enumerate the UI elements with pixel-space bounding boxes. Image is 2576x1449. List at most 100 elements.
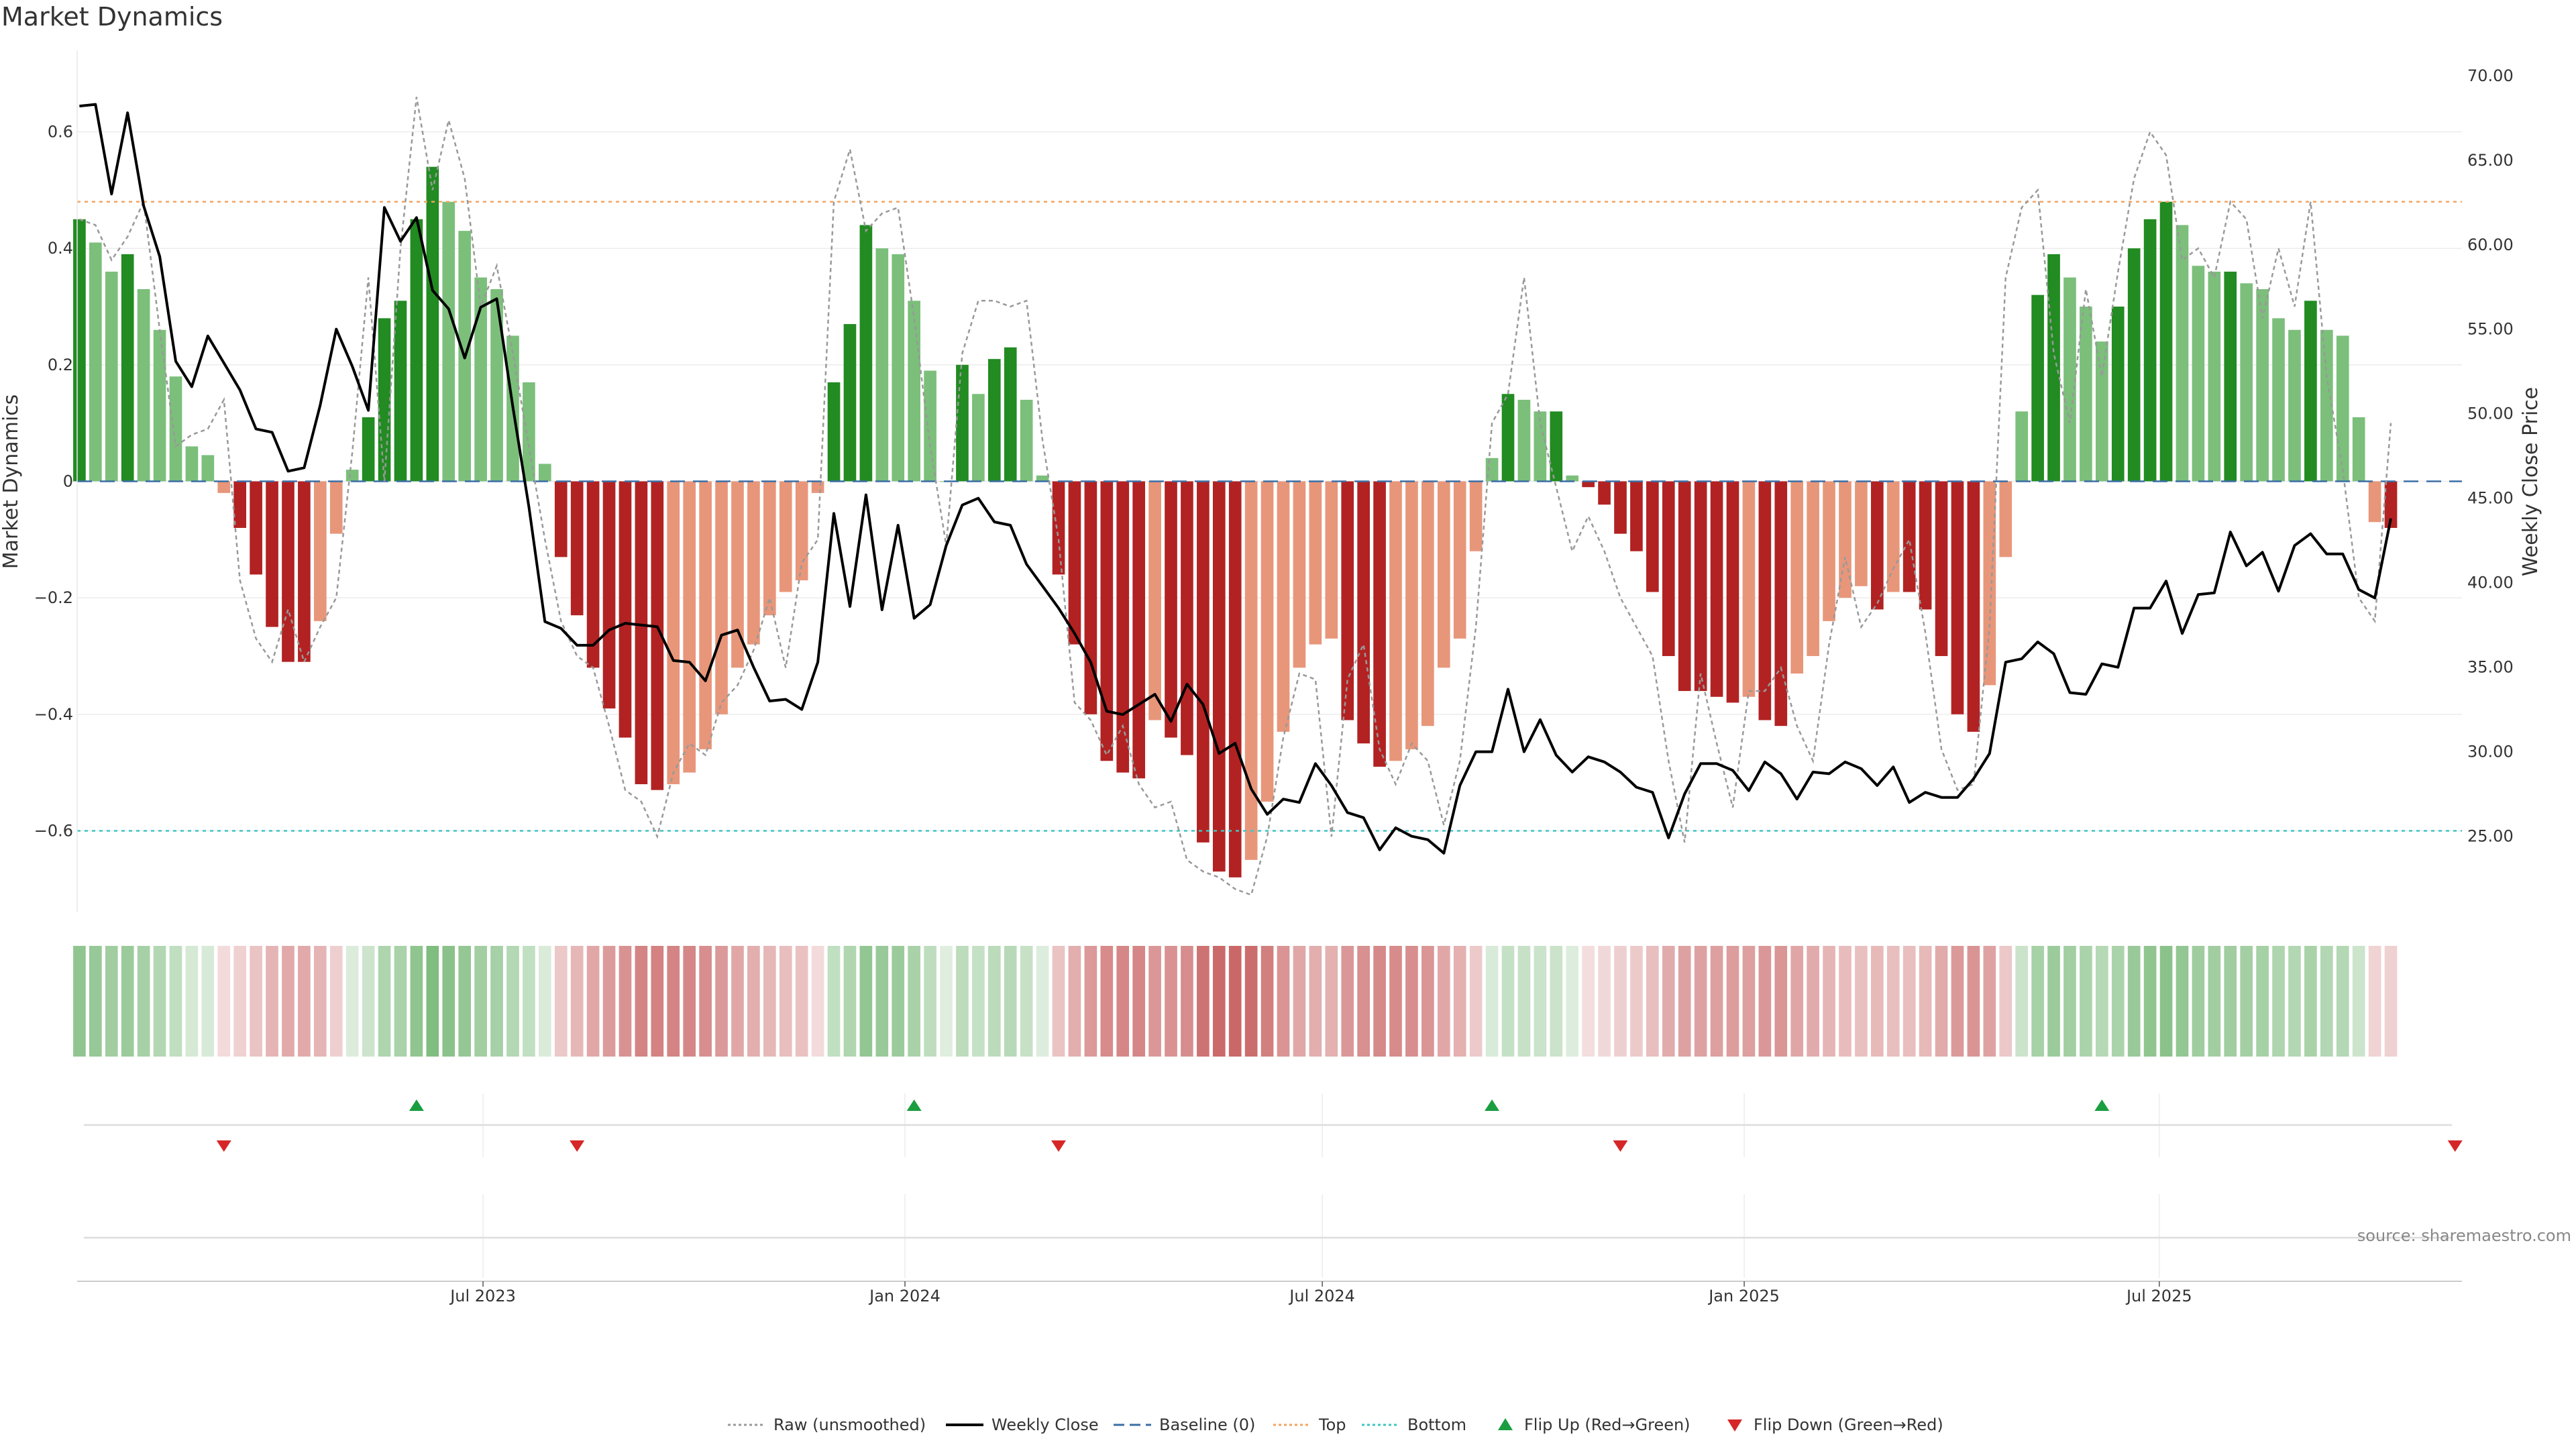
flip-up-marker	[1485, 1099, 1500, 1111]
bar-week-69	[1181, 481, 1193, 755]
bar-week-77	[1309, 481, 1322, 645]
bar-week-142	[2352, 417, 2365, 482]
bar-week-41	[731, 481, 744, 668]
legend-label: Bottom	[1407, 1415, 1466, 1434]
bar-week-49	[859, 225, 873, 482]
bar-week-86	[1453, 481, 1466, 639]
flip-down-marker	[1051, 1140, 1067, 1152]
bar-week-67	[1148, 481, 1161, 720]
bar-week-139	[2304, 301, 2317, 482]
bar-week-102	[1710, 481, 1723, 697]
heat-cell-24	[458, 946, 472, 1057]
heat-cell-83	[1405, 946, 1418, 1057]
heat-cell-112	[1871, 946, 1884, 1057]
bar-week-120	[1999, 481, 2012, 557]
bar-week-140	[2320, 329, 2333, 482]
bar-week-48	[843, 324, 857, 482]
heat-cell-132	[2192, 946, 2205, 1057]
bar-week-135	[2240, 283, 2253, 482]
heat-cell-82	[1389, 946, 1402, 1057]
heat-cell-6	[169, 946, 182, 1057]
bar-week-3	[121, 254, 134, 482]
bar-week-129	[2143, 219, 2157, 482]
flip-up-marker	[906, 1099, 922, 1111]
bar-week-78	[1325, 481, 1338, 639]
bar-week-134	[2224, 271, 2237, 482]
legend-label: Flip Up (Red→Green)	[1524, 1415, 1690, 1434]
bar-week-55	[956, 364, 969, 482]
heat-cell-10	[233, 946, 247, 1057]
flip-down-marker	[2447, 1140, 2463, 1152]
legend-item: Bottom	[1362, 1415, 1466, 1434]
bar-week-87	[1469, 481, 1483, 551]
heat-cell-143	[2368, 946, 2381, 1057]
y-tick-label: 0.6	[48, 123, 73, 142]
bar-week-82	[1389, 481, 1402, 761]
bar-week-39	[699, 481, 712, 749]
heat-cell-68	[1165, 946, 1177, 1057]
heat-cell-60	[1036, 946, 1049, 1057]
bar-week-16	[329, 481, 343, 534]
heat-cell-66	[1132, 946, 1145, 1057]
bar-week-98	[1646, 481, 1659, 592]
y2-tick-label: 60.00	[2467, 235, 2514, 254]
heat-cell-64	[1100, 946, 1114, 1057]
bar-week-10	[233, 481, 247, 528]
bar-week-80	[1357, 481, 1370, 744]
heat-cell-71	[1212, 946, 1226, 1057]
heat-cell-120	[1999, 946, 2012, 1057]
y2-tick-label: 35.00	[2467, 658, 2514, 677]
bar-week-95	[1598, 481, 1611, 505]
bar-week-13	[282, 481, 294, 662]
bar-week-131	[2176, 225, 2189, 482]
heat-cell-27	[506, 946, 519, 1057]
heat-cell-50	[875, 946, 889, 1057]
bar-week-62	[1068, 481, 1081, 645]
source-credit: source: sharemaestro.com	[2357, 1226, 2571, 1245]
heat-cell-104	[1742, 946, 1756, 1057]
heat-cell-28	[523, 946, 535, 1057]
bar-week-90	[1517, 399, 1531, 482]
heat-cell-97	[1630, 946, 1643, 1057]
heat-cell-20	[394, 946, 407, 1057]
heat-cell-99	[1662, 946, 1675, 1057]
bar-week-2	[105, 271, 118, 482]
bar-week-99	[1662, 481, 1675, 656]
bar-week-117	[1951, 481, 1964, 714]
legend-swatch	[1727, 1419, 1742, 1432]
legend-label: Baseline (0)	[1159, 1415, 1255, 1434]
bar-week-17	[345, 470, 359, 482]
sentiment-heat-strip	[73, 946, 2398, 1057]
bar-week-72	[1228, 481, 1242, 877]
heat-cell-105	[1758, 946, 1772, 1057]
bar-week-33	[602, 481, 616, 709]
bar-week-128	[2127, 248, 2141, 482]
heat-cell-100	[1678, 946, 1691, 1057]
heat-cell-121	[2015, 946, 2029, 1057]
heat-cell-107	[1790, 946, 1804, 1057]
heat-cell-56	[972, 946, 985, 1057]
heat-cell-4	[137, 946, 150, 1057]
bar-week-124	[2063, 277, 2076, 482]
bar-week-40	[715, 481, 728, 714]
heat-cell-62	[1068, 946, 1081, 1057]
heat-cell-94	[1582, 946, 1595, 1057]
price-and-raw-lines	[78, 97, 2392, 896]
bar-week-18	[362, 417, 375, 482]
heat-cell-129	[2143, 946, 2157, 1057]
bar-week-0	[73, 219, 86, 482]
bar-week-126	[2095, 341, 2108, 482]
bar-week-42	[747, 481, 760, 645]
flip-up-marker	[409, 1099, 424, 1111]
heat-cell-25	[474, 946, 487, 1057]
heat-cell-74	[1260, 946, 1274, 1057]
bar-week-93	[1566, 475, 1579, 482]
bar-week-6	[169, 376, 182, 482]
bar-week-112	[1871, 481, 1884, 610]
heat-cell-51	[892, 946, 905, 1057]
flip-up-marker	[2094, 1099, 2110, 1111]
bar-week-56	[972, 394, 985, 482]
bar-week-1	[89, 242, 102, 482]
heat-cell-8	[201, 946, 215, 1057]
heat-cell-9	[217, 946, 231, 1057]
